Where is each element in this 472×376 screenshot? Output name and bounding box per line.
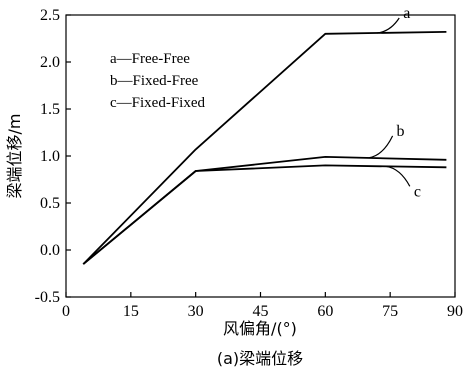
- y-axis-title: 梁端位移/m: [5, 114, 24, 199]
- series-leader-b: [368, 135, 394, 159]
- x-tick-label: 75: [382, 303, 398, 320]
- y-tick-label: 1.5: [40, 101, 60, 118]
- y-tick-label: -0.5: [35, 289, 60, 306]
- legend-entry-a: a—Free-Free: [110, 51, 190, 67]
- series-label-a: a: [403, 5, 410, 22]
- legend: a—Free-Free b—Fixed-Free c—Fixed-Fixed: [110, 51, 205, 111]
- x-tick-label: 45: [253, 303, 269, 320]
- y-tick-label: 2.0: [40, 54, 60, 71]
- y-tick-label: 1.0: [40, 148, 60, 165]
- x-axis-title: 风偏角/(°): [223, 319, 297, 338]
- series-leader-c: [385, 165, 411, 187]
- series-label-b: b: [397, 123, 405, 140]
- figure-caption: (a)梁端位移: [217, 349, 303, 368]
- series-line-c: [82, 164, 447, 265]
- x-tick-label: 90: [447, 303, 463, 320]
- series-leader-a: [377, 17, 400, 34]
- legend-entry-b: b—Fixed-Free: [110, 73, 199, 89]
- series-line-a: [82, 31, 447, 265]
- legend-entry-c: c—Fixed-Fixed: [110, 95, 205, 111]
- series-labels: a b c: [368, 5, 421, 200]
- y-tick-label: 0.5: [40, 195, 60, 212]
- series-label-c: c: [414, 183, 421, 200]
- x-tick-label: 0: [62, 303, 70, 320]
- y-tick-label: 2.5: [40, 7, 60, 24]
- x-tick-label: 15: [123, 303, 139, 320]
- y-tick-label: 0.0: [40, 242, 60, 259]
- x-axis-ticks: 0 15 30 45 60 75 90: [62, 292, 463, 320]
- x-tick-label: 60: [317, 303, 333, 320]
- series-line-b: [82, 155, 447, 265]
- y-axis-ticks: -0.5 0.0 0.5 1.0 1.5 2.0 2.5: [35, 7, 71, 306]
- x-tick-label: 30: [188, 303, 204, 320]
